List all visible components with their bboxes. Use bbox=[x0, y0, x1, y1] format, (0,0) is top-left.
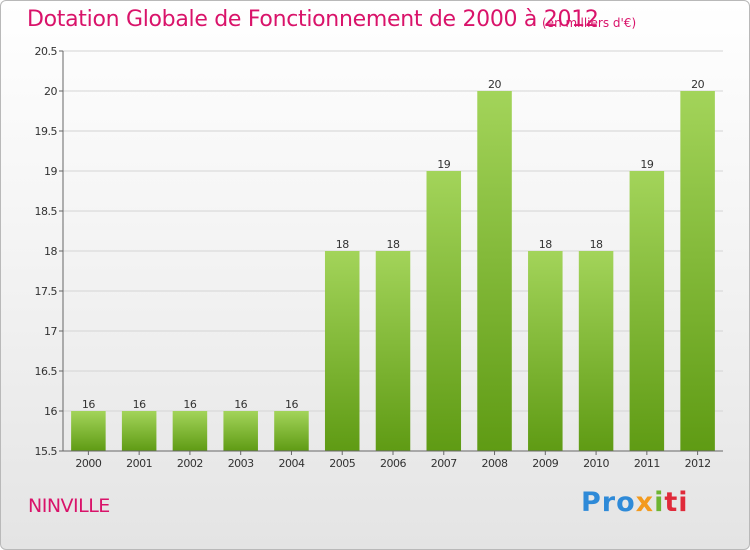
bar bbox=[71, 411, 106, 451]
x-tick-label: 2004 bbox=[278, 457, 304, 470]
bar bbox=[223, 411, 258, 451]
y-tick-label: 17 bbox=[44, 325, 57, 338]
bar-value-label: 16 bbox=[234, 398, 247, 411]
bar-value-label: 20 bbox=[691, 78, 704, 91]
bar-value-label: 18 bbox=[539, 238, 552, 251]
bar bbox=[528, 251, 563, 451]
bar-value-label: 18 bbox=[336, 238, 349, 251]
logo-part-1: Pro bbox=[581, 487, 636, 518]
y-tick-label: 19 bbox=[44, 165, 57, 178]
bar bbox=[121, 411, 157, 451]
bar-value-label: 19 bbox=[640, 158, 653, 171]
bar bbox=[375, 251, 411, 451]
logo-part-2: x bbox=[635, 487, 655, 518]
y-tick-label: 20.5 bbox=[35, 45, 58, 58]
x-tick-label: 2005 bbox=[329, 457, 355, 470]
x-tick-label: 2008 bbox=[482, 457, 508, 470]
logo-part-3: i bbox=[654, 487, 665, 518]
y-tick-label: 16.5 bbox=[35, 365, 58, 378]
chart-title: Dotation Globale de Fonctionnement de 20… bbox=[27, 7, 599, 32]
x-tick-label: 2010 bbox=[583, 457, 609, 470]
bar-value-label: 16 bbox=[285, 398, 298, 411]
x-tick-label: 2000 bbox=[75, 457, 101, 470]
y-tick-label: 17.5 bbox=[35, 285, 58, 298]
bar-value-label: 20 bbox=[488, 78, 501, 91]
bar bbox=[426, 171, 462, 451]
x-tick-label: 2002 bbox=[177, 457, 203, 470]
x-tick-label: 2009 bbox=[532, 457, 558, 470]
y-tick-label: 18.5 bbox=[35, 205, 58, 218]
y-tick-label: 15.5 bbox=[35, 445, 58, 458]
logo-part-4: ti bbox=[664, 487, 689, 518]
bar-value-label: 18 bbox=[590, 238, 603, 251]
x-tick-label: 2006 bbox=[380, 457, 406, 470]
chart-unit: (en milliers d'€) bbox=[542, 16, 637, 30]
bar-value-label: 16 bbox=[82, 398, 95, 411]
y-tick-label: 19.5 bbox=[35, 125, 58, 138]
bar-value-label: 16 bbox=[183, 398, 196, 411]
bar bbox=[324, 251, 360, 451]
bar bbox=[172, 411, 208, 451]
x-tick-label: 2007 bbox=[431, 457, 457, 470]
x-tick-label: 2003 bbox=[228, 457, 254, 470]
y-tick-label: 18 bbox=[44, 245, 57, 258]
commune-name: NINVILLE bbox=[28, 495, 110, 517]
bar bbox=[274, 411, 309, 451]
bar bbox=[578, 251, 614, 451]
x-tick-label: 2012 bbox=[685, 457, 711, 470]
bar-value-label: 19 bbox=[437, 158, 450, 171]
bar bbox=[629, 171, 665, 451]
y-tick-label: 16 bbox=[44, 405, 57, 418]
bar bbox=[477, 91, 512, 451]
bar-value-label: 16 bbox=[133, 398, 146, 411]
y-tick-label: 20 bbox=[44, 85, 57, 98]
bar bbox=[680, 91, 715, 451]
proxiti-logo[interactable]: Proxiti bbox=[581, 487, 689, 518]
x-tick-label: 2001 bbox=[126, 457, 152, 470]
bar-value-label: 18 bbox=[387, 238, 400, 251]
x-tick-label: 2011 bbox=[634, 457, 660, 470]
